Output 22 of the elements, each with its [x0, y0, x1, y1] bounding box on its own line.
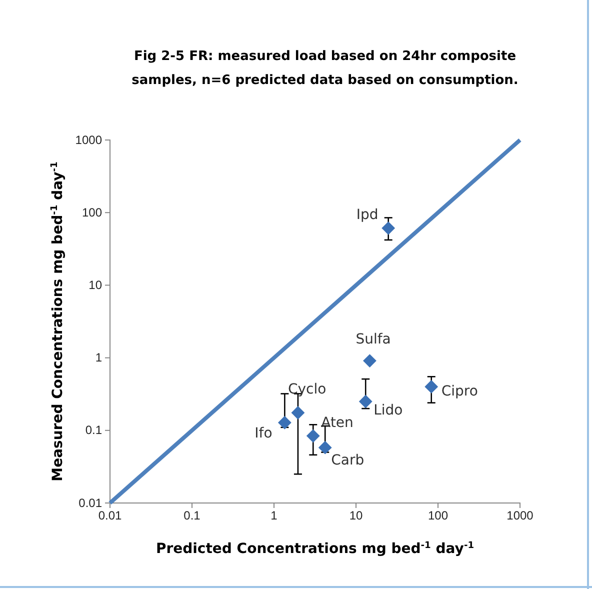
x-tick-label: 10	[349, 508, 363, 523]
chart-title: Fig 2-5 FR: measured load based on 24hr composite samples, n=6 predicted data based on consumption.	[132, 49, 518, 88]
x-tick-label: 0.01	[98, 508, 122, 523]
y-tick-label: 0.01	[78, 496, 102, 510]
annotation: Cipro	[441, 384, 478, 400]
y-tick-label: 100	[82, 205, 102, 220]
annotation: Sulfa	[356, 332, 391, 348]
x-tick-label: 1	[270, 508, 278, 523]
y-tick-label: 10	[88, 278, 102, 292]
x-axis-title: Predicted Concentrations mg bed$^{-1}$ day$^{-1}$	[156, 541, 474, 557]
x-tick-label: 1000	[506, 508, 534, 523]
annotation: Cyclo	[288, 382, 326, 398]
annotation: Aten	[321, 414, 354, 431]
annotation: Carb	[331, 452, 364, 468]
x-tick-label: 0.1	[184, 508, 201, 523]
y-tick-label: 1	[95, 350, 102, 365]
annotation: Ipd	[356, 207, 378, 224]
y-tick-label: 1000	[75, 132, 102, 147]
y-tick-label: 0.1	[85, 423, 102, 438]
annotation: Ifo	[254, 426, 272, 442]
x-tick-label: 100	[428, 508, 448, 523]
annotation: Lido	[374, 402, 403, 418]
